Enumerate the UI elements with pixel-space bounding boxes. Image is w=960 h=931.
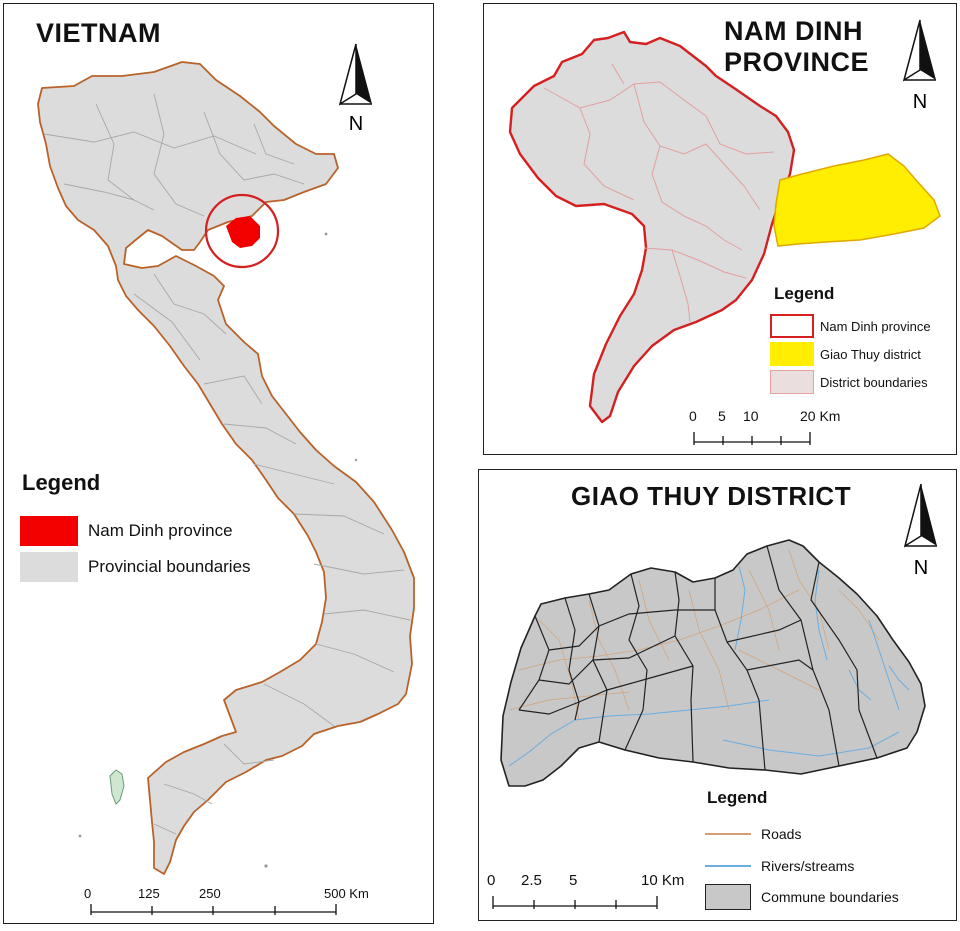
north-arrow-icon: N xyxy=(338,43,372,134)
legend-swatch xyxy=(20,552,78,582)
legend-swatch xyxy=(705,865,751,867)
scale-tick-label: 250 xyxy=(199,886,221,901)
nam-dinh-title-line2: PROVINCE xyxy=(724,47,870,78)
nam-dinh-map-panel: NAM DINH PROVINCE N Legend Nam Dinh prov… xyxy=(483,3,957,455)
rivers-streams xyxy=(508,565,910,767)
giao-thuy-map xyxy=(500,539,926,787)
commune-boundaries xyxy=(518,545,878,771)
scale-bar xyxy=(693,432,811,445)
vietnam-map xyxy=(37,61,415,875)
legend-swatch xyxy=(770,314,814,338)
legend-label: Provincial boundaries xyxy=(88,557,251,576)
scale-end-label: 10 Km xyxy=(641,872,685,889)
scale-tick-label: 0 xyxy=(487,872,496,889)
legend-swatch xyxy=(705,884,751,910)
nam-dinh-highlight xyxy=(226,216,260,248)
scale-end-label: 20 Km xyxy=(800,408,841,424)
legend-label: Giao Thuy district xyxy=(820,346,921,362)
north-label: N xyxy=(913,91,927,113)
scale-tick-label: 5 xyxy=(569,872,578,889)
nam-dinh-title: NAM DINH PROVINCE xyxy=(724,16,869,78)
scale-tick-label: 2.5 xyxy=(521,872,542,889)
nam-dinh-locator-circle xyxy=(204,193,280,269)
legend-title: Legend xyxy=(774,284,835,303)
scale-tick-label: 0 xyxy=(84,886,92,901)
vietnam-map-panel: VIETNAM N xyxy=(3,3,434,924)
legend-swatch xyxy=(770,342,814,366)
legend-item-nam-dinh: Nam Dinh province xyxy=(20,516,233,546)
legend-item-provincial-boundaries: Provincial boundaries xyxy=(20,552,251,582)
north-label: N xyxy=(349,113,363,134)
island xyxy=(264,864,268,868)
legend-swatch xyxy=(20,516,78,546)
legend-item-commune-boundaries: Commune boundaries xyxy=(705,884,899,910)
nam-dinh-title-line1: NAM DINH xyxy=(724,16,863,46)
legend-label: Roads xyxy=(761,826,802,842)
nam-dinh-province-outline xyxy=(508,30,796,424)
scale-bar xyxy=(492,896,658,909)
north-label: N xyxy=(914,557,928,578)
island xyxy=(324,232,328,236)
provincial-boundaries xyxy=(43,93,411,835)
legend-title: Legend xyxy=(22,470,101,495)
scale-tick-label: 125 xyxy=(138,886,160,901)
legend-item-giao-thuy-district: Giao Thuy district xyxy=(770,342,921,366)
giao-thuy-district-highlight xyxy=(773,153,941,247)
vietnam-title: VIETNAM xyxy=(36,18,161,48)
scale-end-label: 500 Km xyxy=(324,886,369,901)
legend-title: Legend xyxy=(707,788,768,807)
north-arrow-icon: N xyxy=(902,19,936,113)
legend-label: Nam Dinh province xyxy=(820,318,931,334)
island xyxy=(109,769,125,805)
island xyxy=(78,834,82,838)
legend-item-rivers-streams: Rivers/streams xyxy=(705,858,854,874)
legend-item-district-boundaries: District boundaries xyxy=(770,370,928,394)
giao-thuy-title: GIAO THUY DISTRICT xyxy=(571,481,852,511)
legend-swatch xyxy=(705,833,751,835)
legend-label: Nam Dinh province xyxy=(88,521,233,540)
north-arrow-icon: N xyxy=(903,483,937,578)
scale-tick-label: 0 xyxy=(689,408,697,424)
nam-dinh-map xyxy=(508,30,941,424)
giao-thuy-map-panel: GIAO THUY DISTRICT N xyxy=(478,469,957,921)
legend-swatch xyxy=(770,370,814,394)
giao-thuy-district-shape xyxy=(500,539,926,787)
island xyxy=(354,458,358,462)
scale-bar xyxy=(90,904,337,915)
legend-item-nam-dinh-province: Nam Dinh province xyxy=(770,314,931,338)
district-boundaries xyxy=(543,63,775,323)
legend-item-roads: Roads xyxy=(705,826,801,842)
legend-label: District boundaries xyxy=(820,374,928,390)
scale-tick-label: 5 xyxy=(718,408,726,424)
scale-tick-label: 10 xyxy=(743,408,759,424)
legend-label: Commune boundaries xyxy=(761,889,899,905)
legend-label: Rivers/streams xyxy=(761,858,855,874)
